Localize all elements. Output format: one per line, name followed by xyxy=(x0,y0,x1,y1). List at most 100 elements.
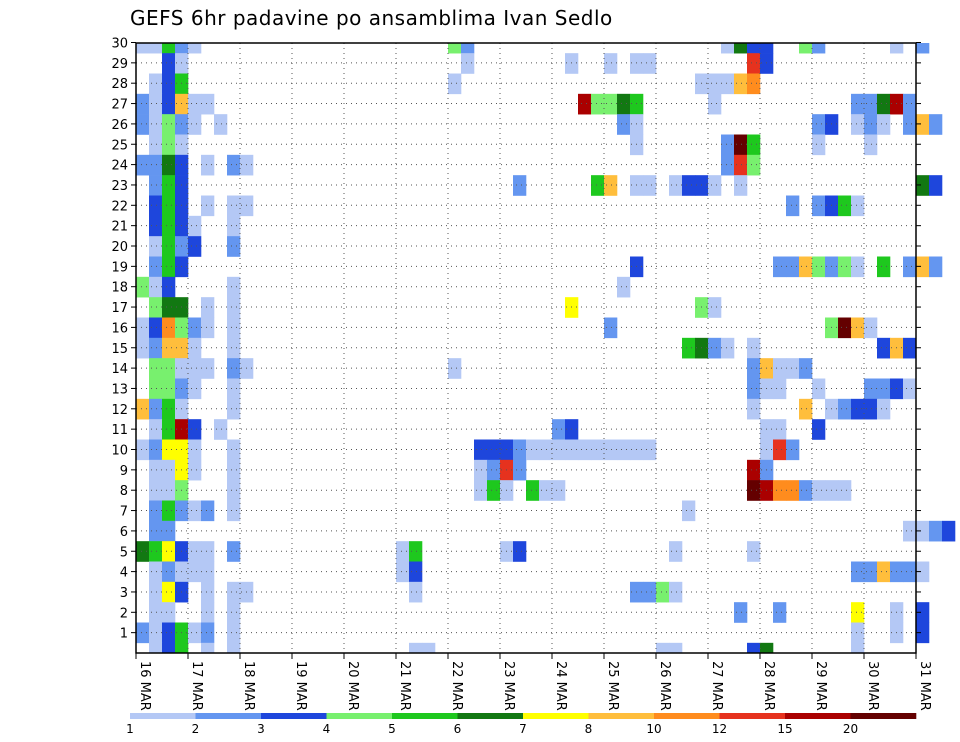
heatmap-cell xyxy=(461,53,475,74)
legend-label: 20 xyxy=(843,722,858,736)
heatmap-cell xyxy=(227,297,241,318)
heatmap-cell xyxy=(188,236,202,257)
heatmap-cell xyxy=(227,154,241,176)
heatmap-cell xyxy=(162,358,176,379)
heatmap-cell xyxy=(175,53,189,74)
heatmap-cell xyxy=(227,276,241,298)
heatmap-cell xyxy=(669,175,683,196)
heatmap-cell xyxy=(149,561,163,583)
heatmap-cell xyxy=(396,541,410,562)
heatmap-cell xyxy=(630,93,644,115)
heatmap-cell xyxy=(474,480,488,501)
heatmap-cell xyxy=(942,520,956,542)
y-tick-label: 25 xyxy=(111,138,128,153)
heatmap-cell xyxy=(162,53,176,74)
heatmap-cell xyxy=(214,419,228,440)
heatmap-cell xyxy=(747,459,761,481)
heatmap-cell xyxy=(162,154,176,176)
heatmap-cell xyxy=(149,154,163,176)
heatmap-cell xyxy=(812,256,826,278)
heatmap-cell xyxy=(877,93,891,115)
heatmap-cell xyxy=(799,480,813,501)
heatmap-cell xyxy=(136,541,150,562)
heatmap-cell xyxy=(786,480,800,501)
heatmap-cell xyxy=(708,93,722,115)
legend-label: 6 xyxy=(454,722,462,736)
heatmap-cell xyxy=(487,439,501,461)
heatmap-cell xyxy=(188,317,202,339)
heatmap-cell xyxy=(227,215,241,237)
heatmap-cell xyxy=(747,43,761,54)
heatmap-cell xyxy=(175,175,189,196)
heatmap-cell xyxy=(721,43,735,54)
y-tick-label: 24 xyxy=(111,159,128,174)
heatmap-cell xyxy=(188,43,202,54)
heatmap-cell xyxy=(864,317,878,339)
y-tick-label: 29 xyxy=(111,57,128,72)
heatmap-cell xyxy=(799,398,813,420)
heatmap-cell xyxy=(708,337,722,359)
heatmap-cell xyxy=(227,439,241,461)
heatmap-cell xyxy=(227,195,241,217)
heatmap-cell xyxy=(864,134,878,156)
heatmap-cell xyxy=(812,43,826,54)
heatmap-cell xyxy=(643,175,657,196)
heatmap-cell xyxy=(851,602,865,623)
heatmap-cell xyxy=(136,276,150,298)
y-tick-label: 28 xyxy=(111,77,128,92)
heatmap-cell xyxy=(136,114,150,135)
heatmap-cell xyxy=(162,215,176,237)
heatmap-cell xyxy=(201,358,215,379)
heatmap-cell xyxy=(916,622,930,644)
heatmap-cell xyxy=(175,43,189,54)
heatmap-cell xyxy=(929,114,943,135)
x-tick-label: 29 MAR xyxy=(813,661,828,711)
heatmap-cell xyxy=(786,256,800,278)
heatmap-cell xyxy=(721,154,735,176)
heatmap-cell xyxy=(682,500,696,522)
heatmap-cell xyxy=(669,581,683,603)
heatmap-cell xyxy=(149,622,163,644)
heatmap-cell xyxy=(851,256,865,278)
heatmap-cell xyxy=(903,337,917,359)
heatmap-cell xyxy=(578,93,592,115)
y-tick-label: 9 xyxy=(120,464,128,479)
x-tick-label: 25 MAR xyxy=(605,661,620,711)
heatmap-cell xyxy=(851,398,865,420)
heatmap-cell xyxy=(162,398,176,420)
heatmap-cell xyxy=(617,93,631,115)
heatmap-cell xyxy=(240,195,254,217)
heatmap-cell xyxy=(851,622,865,644)
heatmap-cell xyxy=(799,358,813,379)
legend-swatch xyxy=(588,713,655,719)
heatmap-cell xyxy=(669,642,683,654)
y-tick-label: 10 xyxy=(111,444,128,459)
heatmap-cell xyxy=(162,337,176,359)
heatmap-cell xyxy=(149,256,163,278)
heatmap-cell xyxy=(162,419,176,440)
heatmap-cell xyxy=(617,114,631,135)
y-tick-label: 1 xyxy=(120,627,128,642)
heatmap-cell xyxy=(149,459,163,481)
heatmap-cell xyxy=(162,642,176,654)
heatmap-cell xyxy=(149,276,163,298)
heatmap-cell xyxy=(227,358,241,379)
heatmap-cell xyxy=(149,500,163,522)
heatmap-cell xyxy=(188,622,202,644)
heatmap-cell xyxy=(136,398,150,420)
x-tick-label: 20 MAR xyxy=(345,661,360,711)
heatmap-cell xyxy=(240,154,254,176)
heatmap-cell xyxy=(149,439,163,461)
heatmap-cell xyxy=(851,317,865,339)
heatmap-cell xyxy=(916,520,930,542)
y-tick-label: 27 xyxy=(111,98,128,113)
heatmap-cell xyxy=(643,439,657,461)
heatmap-cell xyxy=(851,114,865,135)
legend-label: 4 xyxy=(323,722,331,736)
heatmap-cell xyxy=(448,358,462,379)
heatmap-cell xyxy=(136,622,150,644)
legend-swatch xyxy=(261,713,327,719)
heatmap-cell xyxy=(890,93,904,115)
heatmap-cell xyxy=(786,195,800,217)
